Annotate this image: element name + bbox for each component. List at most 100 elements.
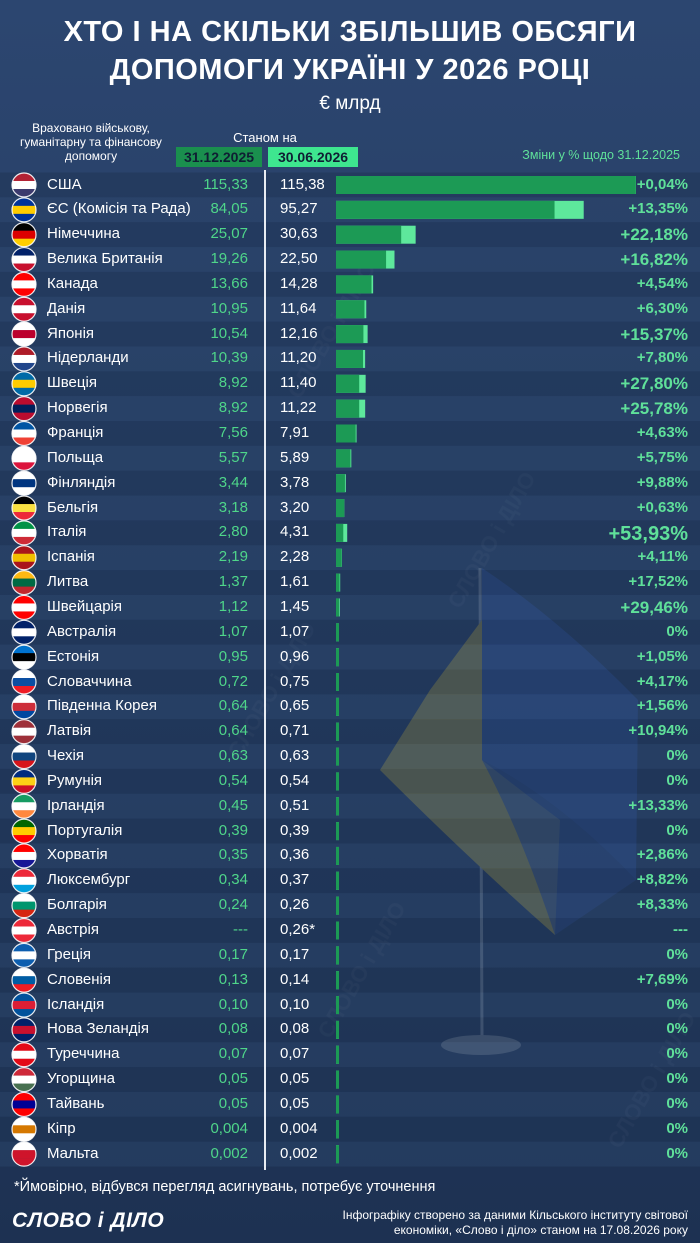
bar-2025: [336, 598, 339, 617]
chart-title-line1: ХТО І НА СКІЛЬКИ ЗБІЛЬШИВ ОБСЯГИ: [63, 16, 637, 48]
value-2025: 2,80: [218, 523, 248, 541]
bar-2025: [336, 697, 339, 716]
country-label: ЄС (Комісія та Рада): [47, 200, 191, 218]
value-2026: 0,63: [280, 747, 310, 765]
country-label: Греція: [47, 945, 92, 963]
austria-flag-icon: [11, 917, 37, 944]
slovenia-flag-icon: [11, 967, 37, 993]
value-2026: 4,31: [280, 523, 310, 541]
value-2026: 0,36: [280, 846, 310, 864]
hungary-flag-icon: [11, 1066, 37, 1093]
estonia-flag-icon: [11, 644, 37, 670]
ireland-flag-icon: [11, 793, 37, 819]
value-2026: 0,54: [280, 771, 310, 789]
row-band: [0, 744, 700, 769]
change-percent: +6,30%: [636, 299, 688, 317]
bar-2025: [336, 1145, 339, 1164]
country-label: Нова Зеландія: [47, 1020, 149, 1038]
value-2025: 0,10: [218, 995, 248, 1013]
bar-2025: [336, 673, 339, 691]
value-2025: 3,44: [218, 473, 248, 491]
country-label: Швейцарія: [47, 597, 122, 615]
row-band: [0, 520, 700, 546]
change-percent: +22,18%: [620, 225, 688, 245]
country-label: Фінляндія: [47, 473, 116, 491]
bar-2025: [336, 1095, 339, 1114]
change-percent: +13,33%: [628, 796, 688, 814]
bar-2025: [336, 1070, 339, 1089]
country-label: Південна Корея: [47, 697, 157, 715]
value-2026: 11,64: [280, 299, 317, 317]
value-2026: 0,26: [280, 896, 310, 914]
new-zealand-flag-icon: [11, 1017, 37, 1043]
country-label: Хорватія: [47, 846, 108, 864]
value-2025: 0,08: [218, 1020, 248, 1038]
row-band: [0, 1067, 700, 1092]
luxembourg-flag-icon: [11, 868, 37, 894]
change-percent: +9,88%: [636, 473, 688, 491]
value-2026: 30,63: [280, 225, 318, 243]
row-band: [0, 1091, 700, 1117]
bar-2025: [336, 523, 344, 542]
lithuania-flag-icon: [11, 569, 37, 596]
value-2026: 12,16: [280, 324, 318, 342]
country-label: Мальта: [47, 1144, 99, 1162]
bar-2025: [336, 772, 339, 791]
value-2026: 0,75: [280, 672, 310, 690]
row-band: [0, 570, 700, 595]
value-2026: 95,27: [280, 200, 318, 218]
row-band: [0, 669, 700, 695]
value-2026: 115,38: [280, 175, 325, 193]
change-percent: +8,82%: [636, 871, 688, 889]
bar-2025: [336, 846, 339, 865]
value-2025: 0,39: [218, 821, 248, 839]
value-2025: 0,35: [218, 846, 248, 864]
germany-flag-icon: [11, 222, 37, 248]
denmark-flag-icon: [11, 296, 37, 322]
change-percent: ---: [673, 921, 688, 938]
value-2025: 1,12: [218, 597, 248, 615]
row-band: [0, 545, 700, 571]
country-label: США: [47, 175, 82, 193]
value-2026: 7,91: [280, 424, 310, 441]
value-2026: 0,17: [280, 945, 310, 963]
row-band: [0, 619, 700, 645]
value-2026: 0,10: [280, 995, 310, 1013]
australia-flag-icon: [11, 619, 37, 645]
value-2025: 7,56: [218, 424, 248, 441]
malta-flag-icon: [11, 1141, 37, 1167]
country-label: Ірландія: [47, 796, 105, 814]
value-2026: 0,05: [280, 1094, 310, 1112]
value-2026: 22,50: [280, 250, 318, 268]
bar-2025: [336, 225, 402, 244]
as-of-label: Станом на: [233, 130, 297, 145]
country-label: Чехія: [47, 747, 84, 765]
bar-2025: [336, 300, 365, 319]
value-2026: 11,40: [280, 374, 317, 392]
value-2025: 0,63: [218, 747, 248, 765]
value-2025: 10,39: [210, 349, 248, 367]
value-2025: 0,64: [218, 697, 248, 715]
footnote: *Ймовірно, відбувся перегляд асигнувань,…: [14, 1179, 436, 1195]
row-band: [0, 1116, 700, 1142]
country-label: Велика Британія: [47, 250, 163, 268]
change-percent: +7,69%: [636, 970, 688, 988]
value-2025: 10,95: [210, 299, 248, 317]
bar-2025: [336, 896, 339, 915]
turkey-flag-icon: [11, 1042, 37, 1068]
country-label: Німеччина: [47, 225, 120, 243]
change-percent: 0%: [666, 1144, 688, 1162]
value-2025: 0,95: [218, 647, 248, 665]
value-2025: 1,37: [218, 573, 248, 591]
value-2025: 2,19: [218, 548, 248, 566]
country-label: Італія: [47, 523, 87, 541]
italy-flag-icon: [11, 520, 37, 546]
value-2025: 0,72: [218, 672, 248, 690]
row-band: [0, 470, 700, 496]
poland-flag-icon: [11, 445, 37, 471]
bar-2025: [336, 424, 356, 443]
value-2025: 0,34: [218, 871, 248, 889]
bar-2025: [336, 250, 387, 269]
bar-2025: [336, 200, 555, 219]
value-2026: 0,08: [280, 1020, 310, 1038]
